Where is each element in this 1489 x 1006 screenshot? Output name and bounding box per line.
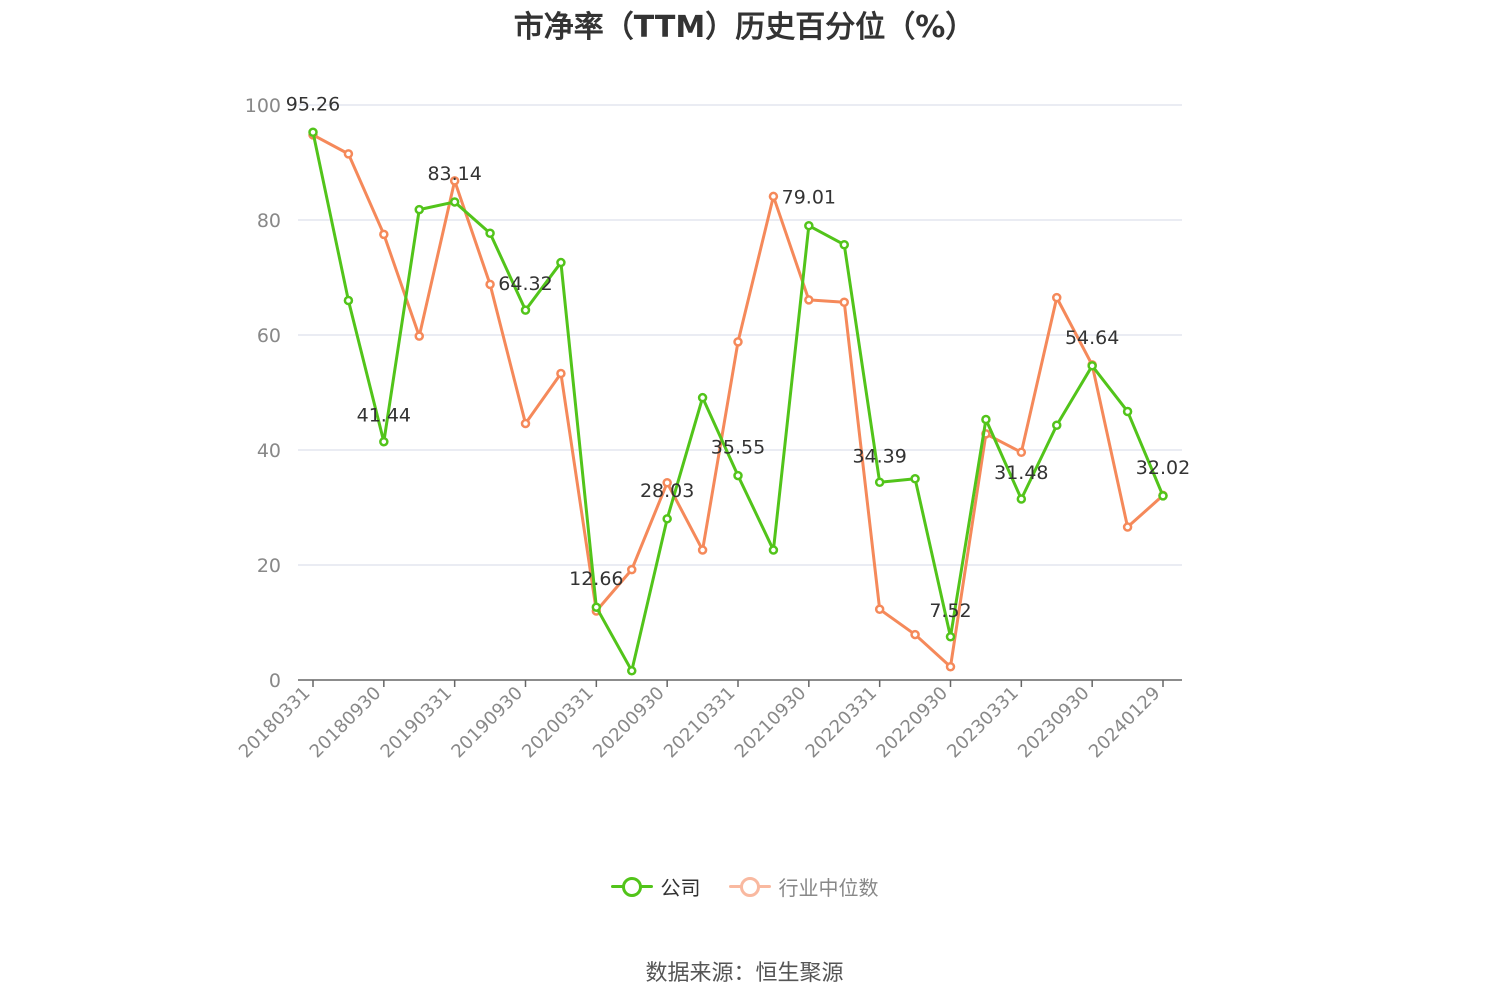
legend: 公司 行业中位数 xyxy=(0,872,1489,901)
company-line xyxy=(311,131,1165,673)
company-point xyxy=(520,305,531,315)
data-label: 12.66 xyxy=(569,568,623,590)
x-tick-label: 20190331 xyxy=(377,683,457,763)
company-point xyxy=(768,545,779,555)
legend-industry-label: 行业中位数 xyxy=(778,876,879,900)
series xyxy=(308,127,1168,676)
company-point xyxy=(910,474,920,484)
industry-point xyxy=(839,297,849,307)
legend-industry-marker xyxy=(728,876,771,897)
x-tick-label: 20220930 xyxy=(872,683,952,763)
industry-point xyxy=(874,604,885,615)
x-tick-label: 20230930 xyxy=(1014,683,1094,763)
industry-point xyxy=(1122,522,1133,532)
industry-median-line xyxy=(312,133,1164,669)
x-tick-label: 20180930 xyxy=(306,683,386,763)
industry-point xyxy=(662,478,672,488)
x-tick-label: 20200930 xyxy=(589,683,669,763)
company-point xyxy=(485,228,495,238)
data-label: 41.44 xyxy=(357,405,411,427)
company-point xyxy=(414,204,424,215)
legend-company-label: 公司 xyxy=(660,876,701,900)
company-point xyxy=(1052,420,1062,431)
data-label: 64.32 xyxy=(498,273,552,295)
industry-point xyxy=(414,331,424,341)
industry-point xyxy=(1052,292,1062,303)
axes: 0 20 40 60 80 100 2018033120180930201903312019… xyxy=(235,95,1182,762)
industry-point xyxy=(520,418,531,429)
y-tick-label: 100 xyxy=(245,95,281,117)
company-point xyxy=(697,392,708,403)
data-label: 95.26 xyxy=(286,93,340,115)
data-label: 34.39 xyxy=(852,445,906,467)
data-label: 83.14 xyxy=(427,163,481,185)
x-tick-label: 20210331 xyxy=(660,683,740,763)
company-point xyxy=(1087,361,1097,371)
industry-point xyxy=(910,629,920,640)
company-point xyxy=(1158,491,1168,501)
x-tick-label: 20200331 xyxy=(518,683,598,763)
data-label: 35.55 xyxy=(711,437,765,459)
company-point xyxy=(733,470,743,481)
data-label: 7.52 xyxy=(929,600,971,622)
company-point xyxy=(1016,494,1027,504)
company-point xyxy=(449,197,460,207)
company-point xyxy=(804,220,814,231)
company-point xyxy=(556,257,566,268)
data-label: 32.02 xyxy=(1136,457,1190,479)
company-point xyxy=(874,477,885,488)
data-label: 28.03 xyxy=(640,480,694,502)
y-tick-label: 80 xyxy=(257,210,281,232)
industry-point xyxy=(343,149,354,159)
company-point xyxy=(981,414,991,425)
data-labels: 95.26 41.44 83.14 64.32 12.66 28.03 35.55 79.01… xyxy=(286,93,1190,622)
company-point xyxy=(627,666,637,676)
y-tick-label: 40 xyxy=(257,440,281,462)
company-point xyxy=(945,632,956,642)
industry-point xyxy=(485,279,495,290)
chart-title: 市净率（TTM）历史百分位（%） xyxy=(513,10,976,45)
x-tick-label: 20220331 xyxy=(802,683,882,763)
industry-point xyxy=(768,191,779,202)
y-tick-label: 60 xyxy=(257,325,281,347)
y-tick-label: 20 xyxy=(257,555,281,577)
industry-point xyxy=(556,368,566,379)
company-point xyxy=(839,239,849,250)
industry-point xyxy=(945,662,956,672)
industry-point xyxy=(379,229,389,240)
legend-item-company[interactable]: 公司 xyxy=(610,872,701,901)
data-label: 54.64 xyxy=(1065,327,1119,349)
industry-point xyxy=(449,176,460,186)
company-point xyxy=(379,436,389,447)
industry-point xyxy=(697,545,708,555)
data-label: 31.48 xyxy=(994,462,1048,484)
legend-item-industry[interactable]: 行业中位数 xyxy=(728,872,879,901)
y-tick-label: 0 xyxy=(269,670,281,692)
company-point xyxy=(1122,406,1133,417)
industry-point xyxy=(804,295,814,305)
company-point xyxy=(343,295,354,306)
company-point xyxy=(308,127,318,138)
x-tick-label: 20180331 xyxy=(235,683,315,763)
data-label: 79.01 xyxy=(782,187,836,209)
company-point xyxy=(662,514,672,524)
company-point xyxy=(591,602,602,612)
industry-point xyxy=(627,564,637,575)
x-tick-label: 20240129 xyxy=(1085,683,1165,763)
x-tick-label: 20230331 xyxy=(943,683,1023,763)
source-note: 数据来源：恒生聚源 xyxy=(645,961,844,986)
industry-point xyxy=(733,337,743,347)
industry-point xyxy=(1016,447,1027,458)
legend-company-marker xyxy=(610,876,653,897)
x-tick-label: 20190930 xyxy=(447,683,527,763)
x-tick-label: 20210930 xyxy=(731,683,811,763)
